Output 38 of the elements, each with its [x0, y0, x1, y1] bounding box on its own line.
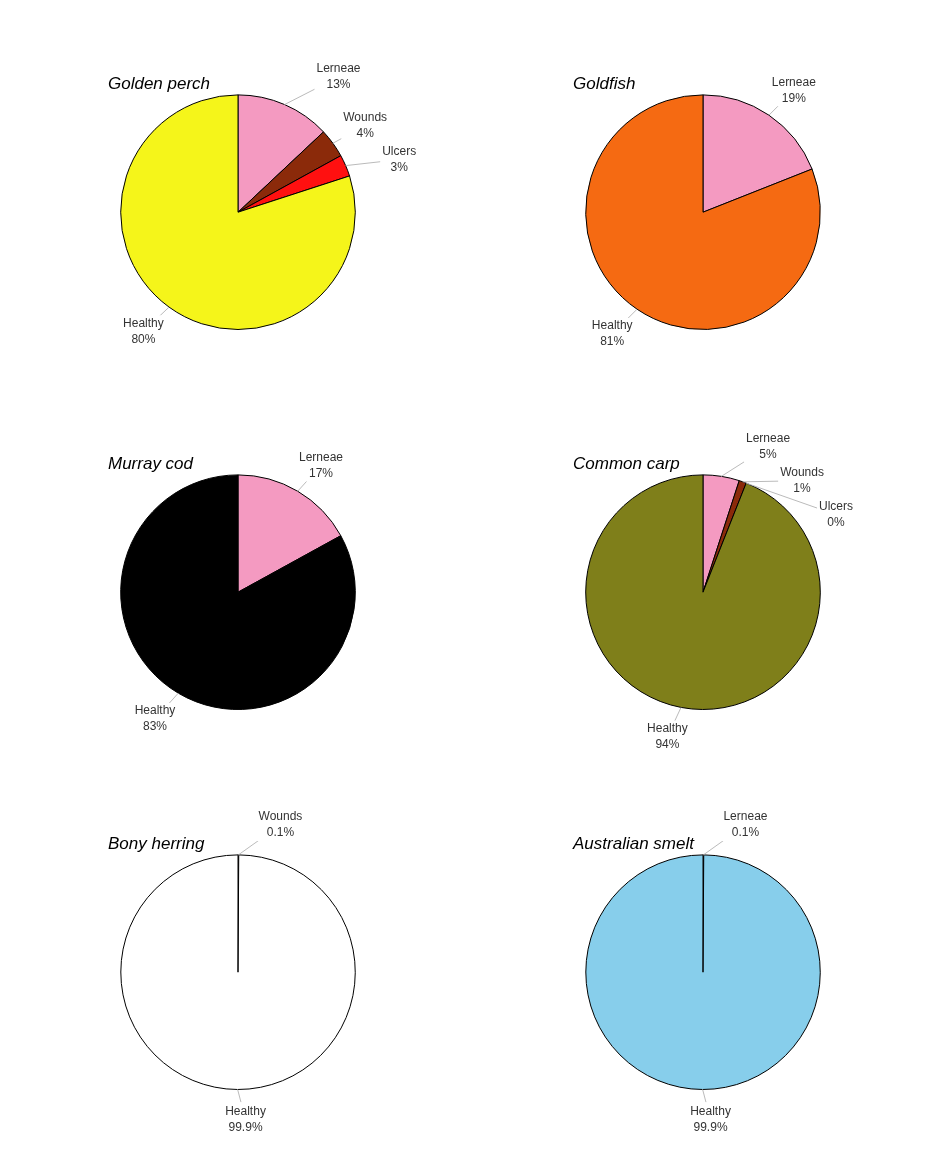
data-label: 19%	[781, 90, 807, 105]
data-label: 80%	[131, 331, 156, 346]
data-label: 81%	[600, 334, 625, 349]
text: Australian smelt	[572, 833, 696, 853]
text: 0%	[827, 515, 845, 530]
data-label: 3%	[390, 159, 409, 174]
data-label: 83%	[143, 719, 168, 734]
slice-label: Wounds	[258, 809, 303, 824]
data-label: 0.1%	[266, 825, 295, 840]
data-label: 94%	[655, 737, 680, 752]
data-label: 17%	[308, 465, 334, 480]
slice-label: Ulcers	[382, 143, 417, 158]
data-label: 5%	[759, 447, 778, 462]
slice-label: Lerneae	[723, 809, 768, 824]
slice-label: Wounds	[343, 109, 388, 124]
data-label: 0.1%	[731, 825, 760, 840]
slice-label: Healthy	[225, 1103, 266, 1118]
slice-label: Lerneae	[771, 74, 817, 89]
data-label: 4%	[356, 125, 375, 140]
text: Common carp	[573, 453, 680, 473]
slice-label: Healthy	[123, 315, 164, 330]
data-label: 99.9%	[693, 1119, 728, 1134]
slice-label: Healthy	[134, 703, 176, 718]
chart-title: Goldfish	[573, 73, 636, 93]
slice-label: Healthy	[591, 318, 633, 333]
text: Golden perch	[108, 73, 211, 93]
slice-label: Lerneae	[316, 61, 361, 76]
slice-label: Healthy	[647, 721, 688, 736]
slice-label: Healthy	[690, 1103, 731, 1118]
category-label: Ulcers	[819, 499, 854, 514]
data-label: 13%	[326, 77, 351, 92]
slice-label: Wounds	[780, 465, 824, 480]
slice-label: Lerneae	[746, 431, 791, 446]
data-label: 99.9%	[228, 1119, 263, 1134]
text: Bony herring	[108, 833, 205, 853]
slice-label: Lerneae	[298, 449, 344, 464]
chart-title: Murray cod	[108, 453, 194, 473]
data-label: 1%	[793, 481, 812, 496]
